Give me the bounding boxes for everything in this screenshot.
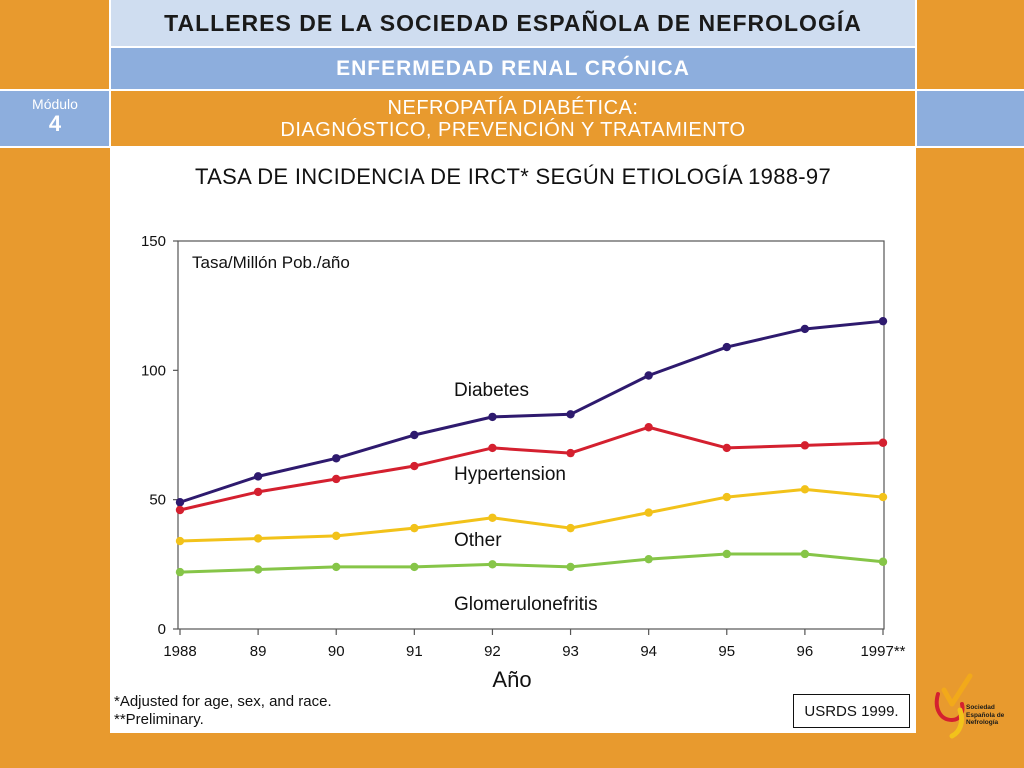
x-tick-label: 89: [250, 643, 267, 660]
data-point: [488, 412, 497, 422]
topic-line-2: DIAGNÓSTICO, PREVENCIÓN Y TRATAMIENTO: [280, 119, 746, 141]
header-topic-band: [110, 90, 916, 146]
data-point: [644, 371, 653, 380]
data-point: [722, 549, 731, 559]
page-title: TALLERES DE LA SOCIEDAD ESPAÑOLA DE NEFR…: [164, 10, 862, 36]
source-label: USRDS 1999.: [793, 694, 910, 728]
module-box: [0, 90, 110, 146]
x-tick-label: 95: [718, 643, 735, 660]
series-label: Glomerulonefritis: [454, 594, 598, 615]
y-tick-label: 50: [149, 492, 166, 509]
series-label: Hypertension: [454, 464, 566, 485]
data-point: [410, 562, 419, 572]
x-tick-label: 1997**: [860, 643, 905, 660]
series-line-hypertension: [179, 425, 884, 512]
y-tick-label: 0: [158, 621, 166, 638]
series-line-glomerulonefritis: [179, 552, 884, 574]
data-point: [878, 492, 888, 502]
data-point: [878, 438, 888, 447]
data-point: [644, 554, 653, 564]
data-point: [800, 324, 810, 334]
data-point: [800, 441, 810, 450]
data-point: [175, 567, 185, 577]
chart-title: TASA DE INCIDENCIA DE IRCT* SEGÚN ETIOLO…: [195, 164, 831, 189]
data-point: [253, 472, 263, 481]
data-point: [488, 560, 497, 569]
header-left-margin: [0, 0, 110, 47]
data-point: [410, 523, 419, 533]
logo-text: Sociedad Española de Nefrología: [966, 704, 1005, 726]
data-point: [332, 562, 341, 572]
data-point: [800, 485, 810, 494]
x-tick-label: 90: [328, 643, 345, 660]
data-point: [878, 316, 888, 326]
data-point: [644, 508, 653, 517]
data-point: [722, 342, 731, 352]
y-axis-label: Tasa/Millón Pob./año: [192, 253, 350, 272]
data-point: [253, 534, 263, 543]
data-point: [175, 498, 185, 507]
y-tick-label: 150: [141, 233, 166, 250]
header-subtitle-band: [110, 47, 916, 90]
header-right-margin: [916, 0, 1024, 47]
series-line-other: [179, 487, 884, 543]
topic-line-1: NEFROPATÍA DIABÉTICA:: [387, 97, 639, 119]
data-point: [878, 557, 888, 566]
series-line-diabetes: [179, 319, 884, 504]
page-subtitle: ENFERMEDAD RENAL CRÓNICA: [336, 56, 690, 80]
x-tick-label: 96: [797, 643, 814, 660]
data-point: [488, 513, 497, 522]
data-point: [410, 461, 419, 471]
plot-frame: [177, 240, 885, 630]
series-label: Other: [454, 530, 502, 551]
separator-line: [0, 89, 1024, 91]
footnote-preliminary: **Preliminary.: [114, 711, 204, 728]
data-point: [722, 443, 731, 453]
data-point: [332, 474, 341, 484]
x-tick-label: 1988: [163, 643, 196, 660]
separator-line: [110, 46, 916, 48]
data-point: [488, 443, 497, 453]
module-label: Módulo: [32, 96, 78, 112]
data-point: [566, 410, 575, 419]
x-tick-label: 94: [640, 643, 657, 660]
footnote-adjusted: *Adjusted for age, sex, and race.: [114, 693, 332, 710]
data-point: [566, 448, 575, 458]
series-label: Diabetes: [454, 380, 529, 401]
data-point: [332, 454, 341, 463]
data-point: [175, 505, 185, 515]
separator-line: [915, 0, 917, 148]
content-panel: [110, 148, 916, 733]
sen-logo-icon: [934, 673, 973, 739]
separator-line: [109, 0, 111, 148]
line-chart: 0 50 100 150 1988 89 90 91 92 93 94 95 96 1997** Tasa/…: [141, 233, 906, 692]
data-point: [722, 492, 731, 502]
x-tick-label: 93: [562, 643, 579, 660]
data-point: [566, 562, 575, 572]
data-point: [332, 531, 341, 541]
data-point: [644, 423, 653, 432]
module-number: 4: [48, 111, 62, 136]
data-point: [410, 430, 419, 440]
x-tick-label: 91: [406, 643, 423, 660]
y-tick-label: 100: [141, 362, 166, 379]
separator-line: [0, 146, 1024, 148]
data-point: [253, 565, 263, 574]
header-topic-right-box: [916, 90, 1024, 146]
x-axis-label: Año: [492, 667, 531, 692]
header-title-band: [110, 0, 916, 47]
data-point: [253, 487, 263, 497]
topic-title: NEFROPATÍA DIABÉTICA: DIAGNÓSTICO, PREVE…: [110, 92, 916, 146]
data-point: [175, 536, 185, 546]
x-tick-label: 92: [484, 643, 501, 660]
data-point: [800, 549, 810, 559]
data-point: [566, 523, 575, 533]
